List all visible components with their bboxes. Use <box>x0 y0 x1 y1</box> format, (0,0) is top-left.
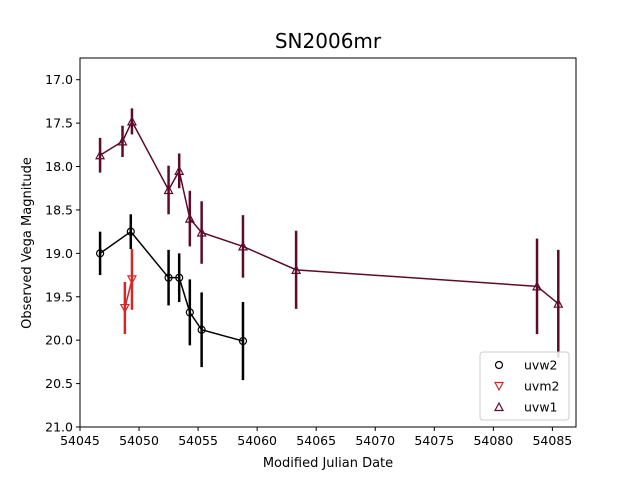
x-tick-label-2: 54055 <box>178 433 218 448</box>
uvw1-point-9 <box>532 281 543 291</box>
y-tick-label-6: 20.0 <box>45 333 73 348</box>
series-uvw2 <box>95 214 248 381</box>
plot-frame <box>79 57 577 428</box>
uvw1-point-7 <box>237 241 248 251</box>
y-tick-label-8: 21.0 <box>45 420 73 435</box>
y-axis-label: Observed Vega Magnitude <box>20 157 35 329</box>
uvw2-point-1 <box>126 227 135 236</box>
series-uvw1 <box>95 108 564 358</box>
x-tick-label-7: 54080 <box>473 433 513 448</box>
uvw1-point-2 <box>126 116 137 126</box>
legend-box <box>479 351 570 421</box>
y-tick-label-4: 19.0 <box>45 246 73 261</box>
uvm2-line <box>124 279 133 309</box>
legend-marker-uvw2 <box>494 360 504 370</box>
y-tick-label-0: 17.0 <box>45 72 73 87</box>
x-tick-label-8: 54085 <box>532 433 572 448</box>
uvm2-point-0 <box>119 303 130 314</box>
uvm2-point-1 <box>126 275 137 285</box>
uvw1-point-5 <box>184 213 195 223</box>
x-tick-label-6: 54075 <box>414 433 454 448</box>
x-tick-label-5: 54070 <box>355 433 395 448</box>
x-tick-label-3: 54060 <box>237 433 277 448</box>
y-tick-label-3: 18.5 <box>45 202 73 217</box>
uvw1-point-3 <box>163 184 174 195</box>
uvw2-point-0 <box>95 249 105 258</box>
series-uvm2 <box>119 249 137 335</box>
uvw2-point-3 <box>175 273 184 282</box>
uvw1-line <box>99 119 559 305</box>
uvw2-point-6 <box>238 336 248 346</box>
legend-label-uvm2: uvm2 <box>524 379 559 394</box>
uvw1-point-0 <box>95 149 106 160</box>
x-axis-label: Modified Julian Date <box>263 456 393 471</box>
legend-label-uvw2: uvw2 <box>524 358 558 373</box>
x-tick-label-0: 54045 <box>60 433 100 448</box>
uvw2-point-2 <box>164 273 173 282</box>
uvw1-point-8 <box>291 264 302 274</box>
y-tick-label-1: 17.5 <box>45 116 73 131</box>
uvw1-point-1 <box>117 136 128 146</box>
uvw2-point-5 <box>197 325 206 334</box>
y-tick-label-2: 18.0 <box>45 159 73 174</box>
x-tick-label-4: 54065 <box>296 433 336 448</box>
x-tick-label-1: 54050 <box>119 433 159 448</box>
uvw2-point-4 <box>185 308 194 317</box>
uvw1-point-10 <box>553 298 564 308</box>
uvw1-point-4 <box>174 165 185 175</box>
legend-marker-uvm2 <box>494 381 504 392</box>
legend: uvw2 uvm2 uvw1 <box>479 351 570 421</box>
legend-marker-uvw1 <box>494 401 504 412</box>
legend-label-uvw1: uvw1 <box>524 400 558 415</box>
uvw1-point-6 <box>196 227 207 237</box>
chart-title: SN2006mr <box>275 29 382 53</box>
y-tick-label-5: 19.5 <box>45 289 73 304</box>
uvw2-line <box>99 230 244 342</box>
y-tick-label-7: 20.5 <box>45 376 73 391</box>
